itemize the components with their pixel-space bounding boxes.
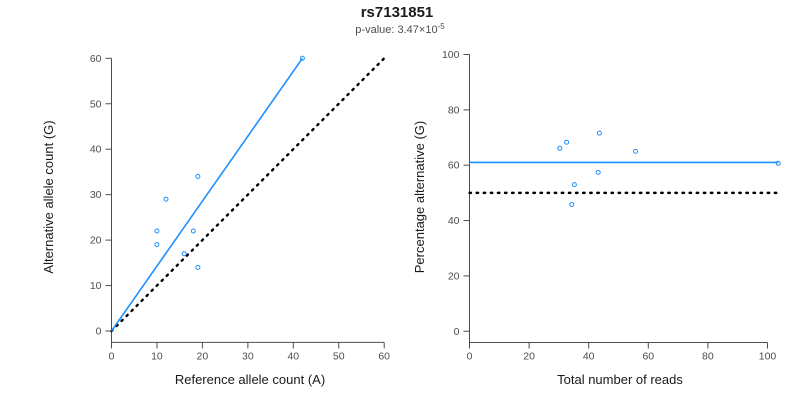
svg-text:40: 40	[583, 351, 595, 363]
svg-text:50: 50	[90, 98, 102, 110]
svg-text:100: 100	[759, 351, 777, 363]
svg-text:80: 80	[702, 351, 714, 363]
svg-text:10: 10	[151, 351, 163, 363]
svg-text:rs7131851: rs7131851	[361, 4, 434, 21]
svg-text:0: 0	[109, 351, 115, 363]
svg-text:80: 80	[448, 104, 460, 116]
svg-text:0: 0	[96, 326, 102, 338]
svg-text:60: 60	[642, 351, 654, 363]
svg-text:Percentage alternative (G): Percentage alternative (G)	[412, 121, 427, 273]
svg-text:50: 50	[333, 351, 345, 363]
svg-text:40: 40	[90, 144, 102, 156]
svg-text:20: 20	[448, 270, 460, 282]
svg-text:0: 0	[454, 326, 460, 338]
svg-text:60: 60	[378, 351, 390, 363]
svg-text:0: 0	[467, 351, 473, 363]
svg-text:20: 20	[197, 351, 209, 363]
svg-text:30: 30	[242, 351, 254, 363]
svg-text:Alternative allele count (G): Alternative allele count (G)	[41, 120, 56, 273]
svg-text:60: 60	[448, 160, 460, 172]
svg-text:60: 60	[90, 53, 102, 65]
svg-text:p-value: 3.47×10-5: p-value: 3.47×10-5	[355, 22, 445, 37]
svg-text:10: 10	[90, 280, 102, 292]
svg-text:20: 20	[523, 351, 535, 363]
svg-text:40: 40	[448, 215, 460, 227]
svg-text:40: 40	[287, 351, 299, 363]
svg-text:20: 20	[90, 235, 102, 247]
svg-text:Total number of reads: Total number of reads	[557, 372, 683, 387]
svg-text:100: 100	[442, 49, 460, 61]
svg-text:30: 30	[90, 189, 102, 201]
svg-text:Reference allele count (A): Reference allele count (A)	[175, 372, 325, 387]
